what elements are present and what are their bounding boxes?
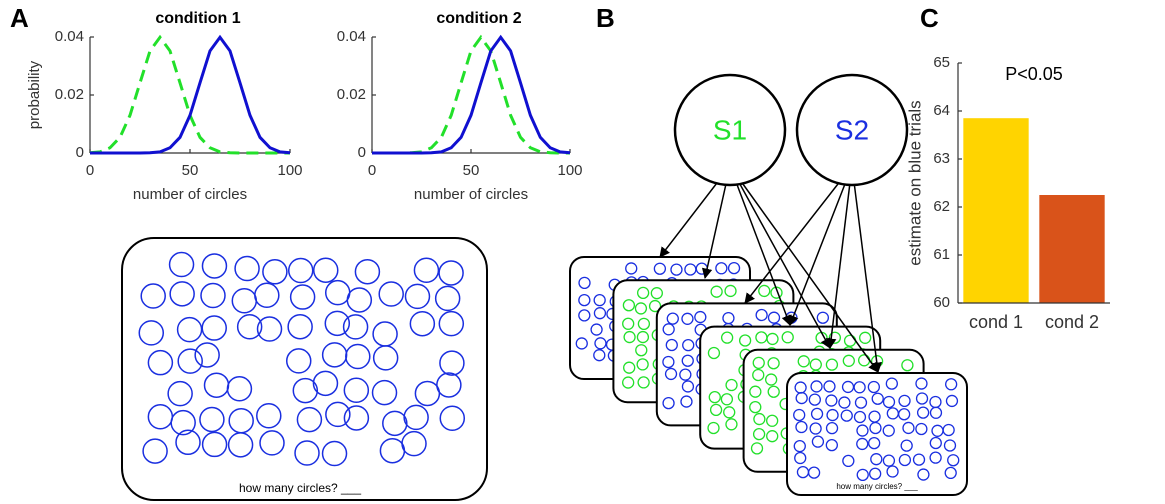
- x-tick-label: 100: [277, 162, 302, 179]
- panel-label: B: [596, 3, 615, 33]
- x-tick-label: 0: [86, 162, 94, 179]
- question: how many circles? ___: [239, 481, 361, 495]
- x-tick-label: 50: [463, 162, 480, 179]
- card-question: how many circles? ___: [836, 482, 918, 491]
- y-tick-label: 61: [933, 246, 950, 263]
- y-tick-label: 0: [358, 144, 366, 161]
- y-axis-label: estimate on blue trials: [905, 100, 924, 265]
- card: how many circles? ___: [787, 373, 967, 495]
- node-label: S1: [713, 114, 747, 145]
- y-axis-label: probability: [26, 60, 43, 129]
- x-tick-label: 50: [182, 162, 199, 179]
- x-axis-label: number of circles: [414, 186, 528, 203]
- x-tick-label: cond 2: [1045, 312, 1099, 332]
- y-tick-label: 64: [933, 102, 950, 119]
- arrow: [745, 166, 852, 303]
- x-tick-label: cond 1: [969, 312, 1023, 332]
- panel-label: C: [920, 3, 939, 33]
- series-line: [90, 37, 290, 153]
- stimulus-frame: [122, 238, 487, 500]
- y-tick-label: 60: [933, 294, 950, 311]
- bar: [963, 118, 1028, 303]
- y-tick-label: 0.02: [55, 86, 84, 103]
- y-tick-label: 0: [76, 144, 84, 161]
- x-tick-label: 0: [368, 162, 376, 179]
- y-tick-label: 0.04: [55, 28, 84, 45]
- annotation: P<0.05: [1005, 64, 1063, 84]
- y-tick-label: 65: [933, 54, 950, 71]
- y-tick-label: 62: [933, 198, 950, 215]
- chart-title: condition 1: [155, 10, 240, 27]
- bar: [1039, 195, 1104, 303]
- x-axis-label: number of circles: [133, 186, 247, 203]
- stimulus: how many circles? ___: [122, 238, 487, 500]
- y-tick-label: 0.02: [337, 86, 366, 103]
- cards: how many circles? ___: [570, 257, 967, 495]
- panel-label: A: [10, 3, 29, 33]
- node-label: S2: [835, 114, 869, 145]
- chart-title: condition 2: [436, 10, 521, 27]
- x-tick-label: 100: [557, 162, 582, 179]
- y-tick-label: 63: [933, 150, 950, 167]
- figure: A B C how many circles? ___ how many cir…: [0, 0, 1165, 504]
- y-tick-label: 0.04: [337, 28, 366, 45]
